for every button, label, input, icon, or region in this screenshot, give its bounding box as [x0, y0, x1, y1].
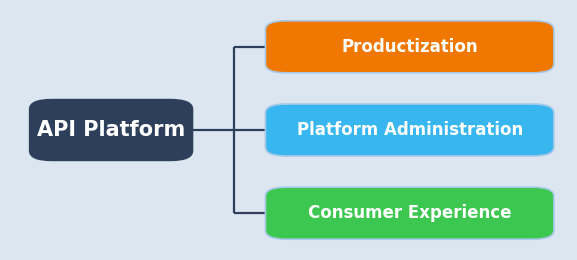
Text: Productization: Productization	[342, 38, 478, 56]
FancyBboxPatch shape	[29, 99, 193, 161]
Text: Consumer Experience: Consumer Experience	[308, 204, 511, 222]
Text: Platform Administration: Platform Administration	[297, 121, 523, 139]
Text: API Platform: API Platform	[37, 120, 185, 140]
FancyBboxPatch shape	[265, 187, 554, 239]
FancyBboxPatch shape	[265, 104, 554, 156]
FancyBboxPatch shape	[265, 21, 554, 73]
